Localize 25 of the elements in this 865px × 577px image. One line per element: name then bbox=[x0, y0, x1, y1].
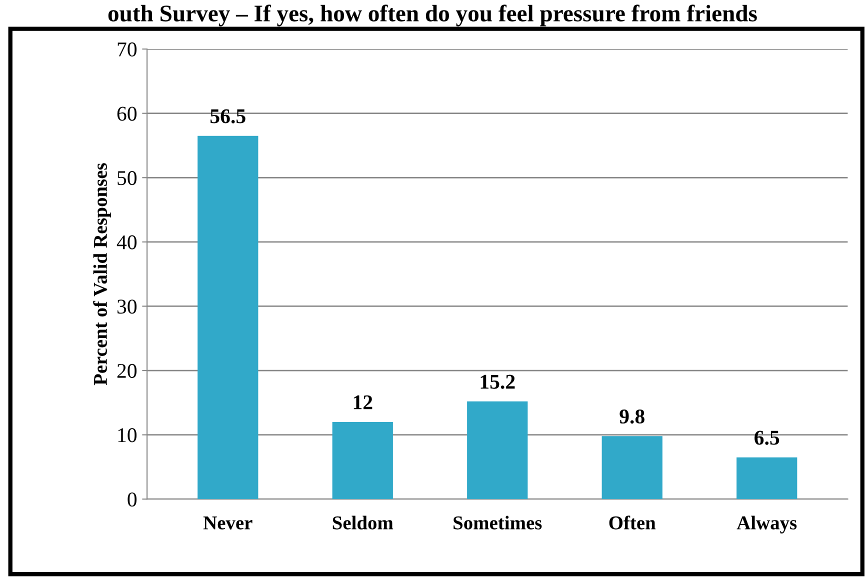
chart-title: outh Survey – If yes, how often do you feel pressure from friends bbox=[108, 4, 757, 26]
data-label: 15.2 bbox=[480, 374, 515, 389]
y-tick-label: 50 bbox=[118, 171, 137, 186]
data-label: 6.5 bbox=[754, 430, 780, 445]
bar bbox=[736, 457, 798, 500]
y-tick-label: 10 bbox=[118, 428, 137, 442]
x-tick-label: Sometimes bbox=[454, 516, 542, 530]
y-tick-label: 60 bbox=[117, 106, 137, 121]
bar bbox=[602, 436, 662, 500]
x-tick-label: Often bbox=[609, 516, 656, 530]
data-label: 12 bbox=[354, 395, 372, 410]
y-tick-label: 0 bbox=[128, 492, 137, 507]
data-label: 9.8 bbox=[620, 409, 644, 424]
bar bbox=[198, 136, 258, 500]
y-tick-label: 30 bbox=[117, 300, 137, 314]
x-tick-label: Always bbox=[736, 516, 797, 534]
bar bbox=[467, 401, 528, 500]
bar bbox=[332, 422, 393, 500]
y-axis-title: Percent of Valid Responses bbox=[93, 163, 111, 386]
y-tick-label: 70 bbox=[118, 42, 137, 56]
data-label: 56.5 bbox=[210, 109, 246, 124]
y-tick-label: 20 bbox=[117, 364, 137, 378]
y-tick-label: 40 bbox=[116, 235, 137, 250]
x-tick-label: Never bbox=[203, 516, 252, 530]
x-tick-label: Seldom bbox=[332, 516, 394, 530]
